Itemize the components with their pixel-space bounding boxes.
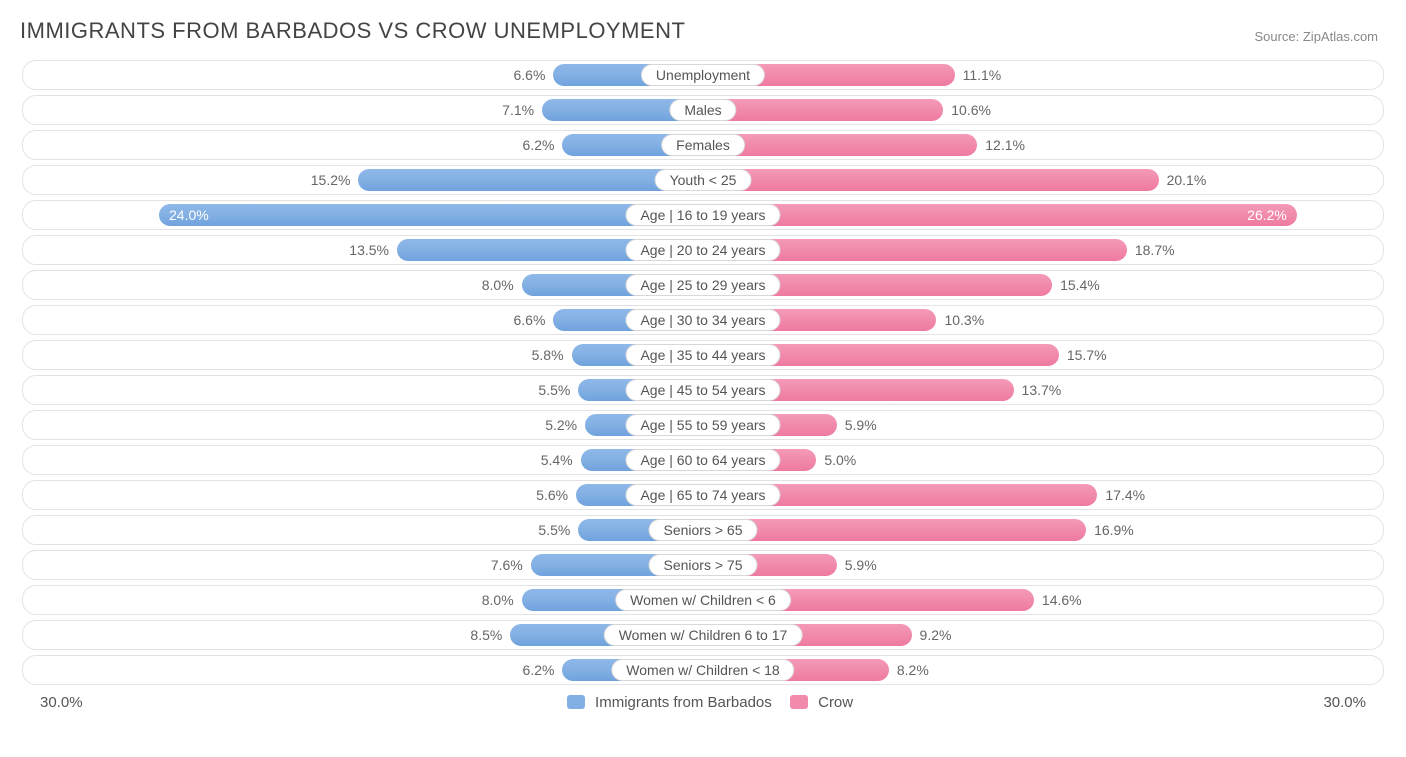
chart-row: 8.0% 14.6% Women w/ Children < 6 — [22, 585, 1384, 615]
value-right: 16.9% — [1094, 522, 1134, 538]
value-right: 15.4% — [1060, 277, 1100, 293]
bar-left — [159, 204, 703, 226]
category-label: Women w/ Children 6 to 17 — [604, 624, 803, 646]
category-label: Age | 45 to 54 years — [625, 379, 780, 401]
value-left: 6.6% — [513, 312, 545, 328]
value-left: 6.2% — [523, 662, 555, 678]
category-label: Age | 35 to 44 years — [625, 344, 780, 366]
value-left: 5.6% — [536, 487, 568, 503]
chart-row: 6.2% 12.1% Females — [22, 130, 1384, 160]
legend-swatch-2 — [790, 695, 808, 709]
value-left: 13.5% — [349, 242, 389, 258]
value-right: 15.7% — [1067, 347, 1107, 363]
chart-row: 5.6% 17.4% Age | 65 to 74 years — [22, 480, 1384, 510]
chart-row: 13.5% 18.7% Age | 20 to 24 years — [22, 235, 1384, 265]
value-right: 11.1% — [963, 67, 1002, 83]
value-right: 8.2% — [897, 662, 929, 678]
value-right: 5.9% — [845, 557, 877, 573]
value-left: 7.1% — [502, 102, 534, 118]
legend-label-1: Immigrants from Barbados — [595, 694, 772, 711]
value-right: 9.2% — [920, 627, 952, 643]
bar-left — [358, 169, 703, 191]
value-left: 5.5% — [538, 522, 570, 538]
chart-row: 24.0% 26.2% Age | 16 to 19 years — [22, 200, 1384, 230]
chart-row: 5.2% 5.9% Age | 55 to 59 years — [22, 410, 1384, 440]
value-right: 20.1% — [1167, 172, 1207, 188]
category-label: Age | 65 to 74 years — [625, 484, 780, 506]
value-left: 7.6% — [491, 557, 523, 573]
value-left: 5.4% — [541, 452, 573, 468]
category-label: Unemployment — [641, 64, 765, 86]
chart-title: IMMIGRANTS FROM BARBADOS VS CROW UNEMPLO… — [20, 18, 685, 44]
value-left: 6.6% — [513, 67, 545, 83]
value-left: 15.2% — [311, 172, 351, 188]
category-label: Women w/ Children < 18 — [611, 659, 794, 681]
chart-row: 8.0% 15.4% Age | 25 to 29 years — [22, 270, 1384, 300]
category-label: Age | 20 to 24 years — [625, 239, 780, 261]
axis-max-right: 30.0% — [1323, 694, 1366, 711]
diverging-bar-chart: 6.6% 11.1% Unemployment 7.1% 10.6% Males… — [0, 54, 1406, 685]
value-left: 8.0% — [482, 277, 514, 293]
value-right: 10.6% — [951, 102, 991, 118]
category-label: Age | 60 to 64 years — [625, 449, 780, 471]
value-right: 17.4% — [1105, 487, 1145, 503]
legend-label-2: Crow — [818, 694, 853, 711]
chart-row: 15.2% 20.1% Youth < 25 — [22, 165, 1384, 195]
chart-row: 5.5% 16.9% Seniors > 65 — [22, 515, 1384, 545]
value-right: 26.2% — [1247, 207, 1287, 223]
chart-row: 7.1% 10.6% Males — [22, 95, 1384, 125]
chart-row: 5.4% 5.0% Age | 60 to 64 years — [22, 445, 1384, 475]
category-label: Males — [669, 99, 736, 121]
category-label: Females — [661, 134, 745, 156]
value-right: 13.7% — [1022, 382, 1062, 398]
value-left: 5.2% — [545, 417, 577, 433]
category-label: Women w/ Children < 6 — [615, 589, 791, 611]
chart-row: 8.5% 9.2% Women w/ Children 6 to 17 — [22, 620, 1384, 650]
value-left: 5.8% — [532, 347, 564, 363]
value-left: 24.0% — [169, 207, 209, 223]
category-label: Age | 30 to 34 years — [625, 309, 780, 331]
category-label: Age | 55 to 59 years — [625, 414, 780, 436]
value-right: 14.6% — [1042, 592, 1082, 608]
category-label: Seniors > 75 — [649, 554, 758, 576]
value-left: 8.0% — [482, 592, 514, 608]
chart-row: 6.6% 10.3% Age | 30 to 34 years — [22, 305, 1384, 335]
chart-row: 7.6% 5.9% Seniors > 75 — [22, 550, 1384, 580]
axis-max-left: 30.0% — [40, 694, 83, 711]
chart-row: 6.6% 11.1% Unemployment — [22, 60, 1384, 90]
value-right: 10.3% — [944, 312, 984, 328]
value-left: 5.5% — [538, 382, 570, 398]
category-label: Youth < 25 — [655, 169, 752, 191]
chart-row: 5.8% 15.7% Age | 35 to 44 years — [22, 340, 1384, 370]
value-left: 8.5% — [470, 627, 502, 643]
value-right: 18.7% — [1135, 242, 1175, 258]
value-right: 12.1% — [985, 137, 1025, 153]
chart-footer: 30.0% Immigrants from Barbados Crow 30.0… — [0, 690, 1406, 711]
bar-right — [703, 204, 1297, 226]
chart-row: 6.2% 8.2% Women w/ Children < 18 — [22, 655, 1384, 685]
bar-right — [703, 519, 1086, 541]
chart-row: 5.5% 13.7% Age | 45 to 54 years — [22, 375, 1384, 405]
value-left: 6.2% — [523, 137, 555, 153]
category-label: Age | 16 to 19 years — [625, 204, 780, 226]
category-label: Seniors > 65 — [649, 519, 758, 541]
value-right: 5.0% — [824, 452, 856, 468]
category-label: Age | 25 to 29 years — [625, 274, 780, 296]
bar-right — [703, 169, 1159, 191]
bar-right — [703, 99, 943, 121]
chart-source: Source: ZipAtlas.com — [1254, 29, 1378, 44]
legend-swatch-1 — [567, 695, 585, 709]
chart-legend: Immigrants from Barbados Crow — [83, 694, 1324, 711]
value-right: 5.9% — [845, 417, 877, 433]
